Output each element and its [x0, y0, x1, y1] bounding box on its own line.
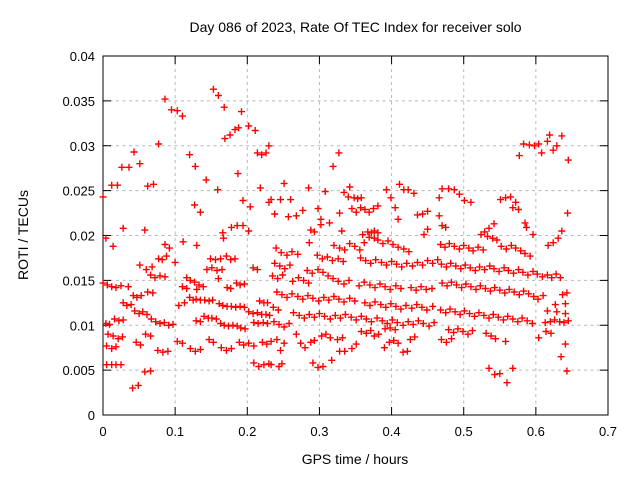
chart-title: Day 086 of 2023, Rate Of TEC Index for r…	[189, 19, 522, 35]
svg-text:0: 0	[88, 408, 95, 423]
gridlines	[103, 56, 608, 415]
x-axis-label: GPS time / hours	[302, 451, 409, 467]
svg-text:0.6: 0.6	[527, 424, 545, 439]
svg-text:0.02: 0.02	[70, 229, 95, 244]
svg-text:0.04: 0.04	[70, 49, 95, 64]
svg-text:0.1: 0.1	[166, 424, 184, 439]
svg-text:0.7: 0.7	[599, 424, 617, 439]
svg-text:0.015: 0.015	[62, 273, 95, 288]
svg-text:0.3: 0.3	[310, 424, 328, 439]
svg-text:0.5: 0.5	[455, 424, 473, 439]
svg-text:0: 0	[99, 424, 106, 439]
svg-text:0.2: 0.2	[238, 424, 256, 439]
y-axis-label: ROTI / TECUs	[15, 190, 31, 280]
data-points	[99, 85, 572, 392]
svg-text:0.005: 0.005	[62, 363, 95, 378]
svg-text:0.025: 0.025	[62, 184, 95, 199]
svg-text:0.03: 0.03	[70, 139, 95, 154]
tick-marks	[102, 55, 609, 416]
svg-text:0.4: 0.4	[383, 424, 401, 439]
svg-text:0.035: 0.035	[62, 94, 95, 109]
svg-text:0.01: 0.01	[70, 318, 95, 333]
tick-labels: 0 0.1 0.2 0.3 0.4 0.5 0.6 0.7 0 0.005 0.01 0.015 0.0…	[62, 49, 617, 439]
